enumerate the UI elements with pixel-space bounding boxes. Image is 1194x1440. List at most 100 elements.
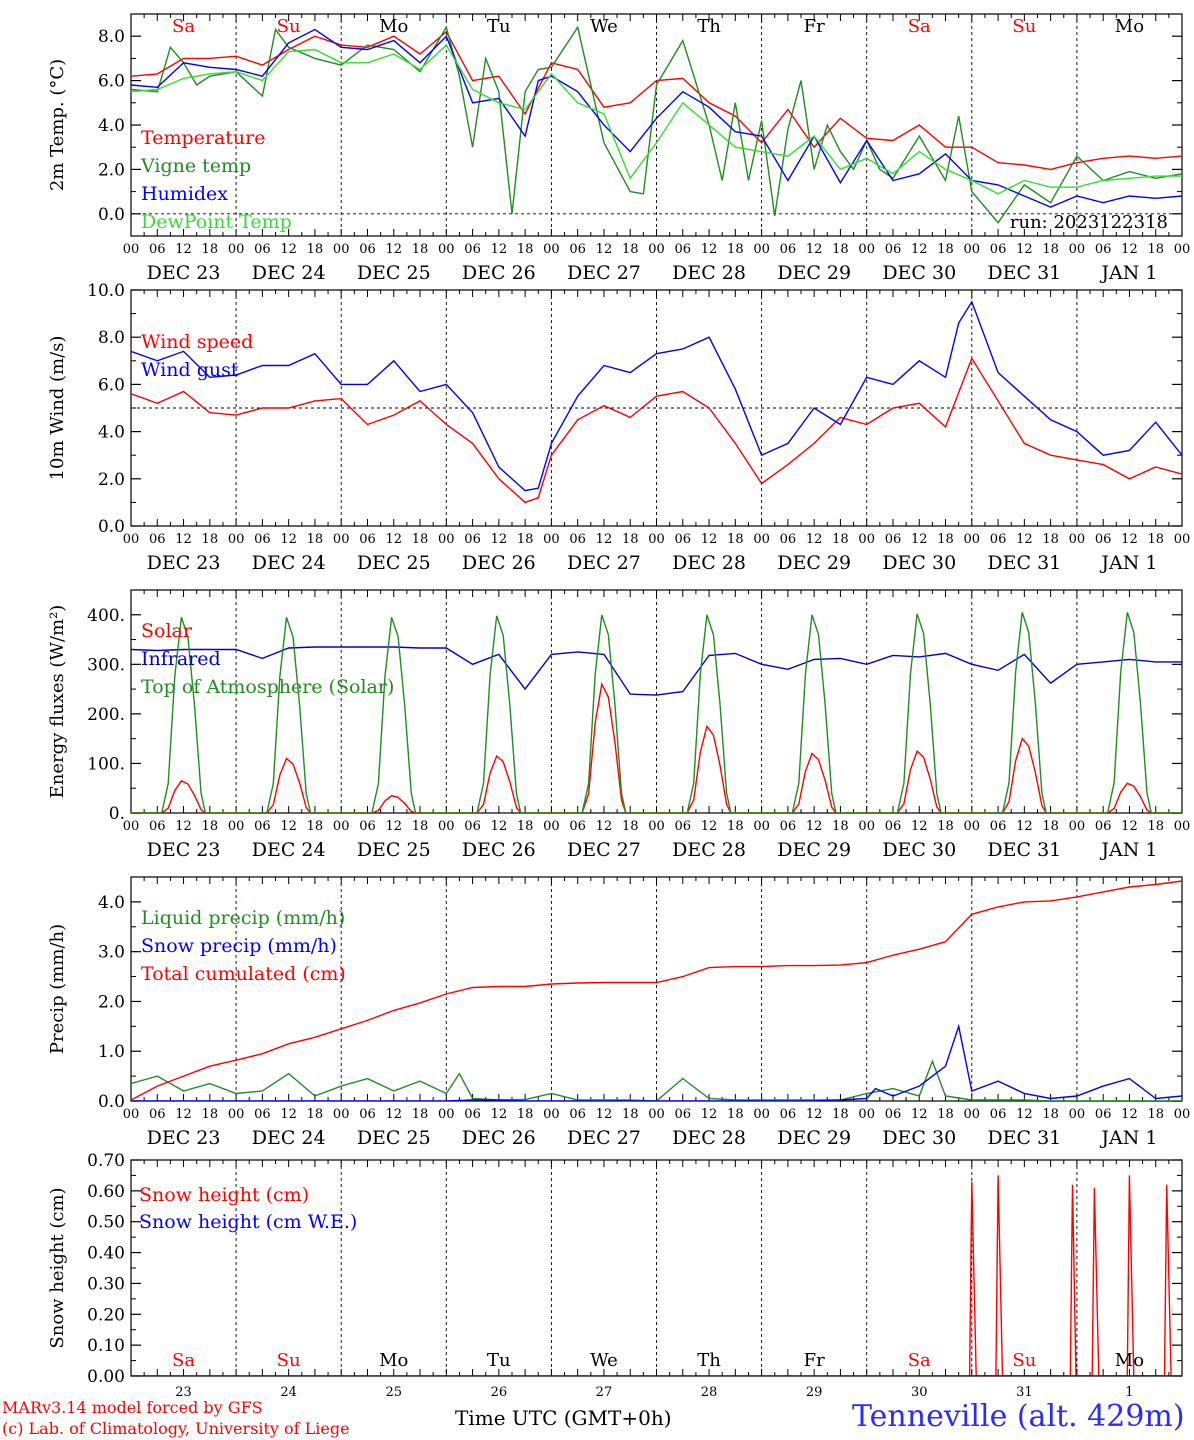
date-label: DEC 25 bbox=[357, 552, 431, 574]
hour-tick-label: 18 bbox=[307, 532, 324, 547]
hour-tick-label: 12 bbox=[491, 532, 508, 547]
date-label: DEC 26 bbox=[462, 1127, 536, 1149]
hour-tick-label: 18 bbox=[937, 819, 954, 834]
hour-tick-label: 12 bbox=[911, 819, 928, 834]
weekday-label: Th bbox=[697, 16, 721, 37]
date-label: DEC 26 bbox=[462, 552, 536, 574]
y-tick-label: 3.0 bbox=[98, 943, 125, 963]
hour-tick-label: 18 bbox=[622, 819, 639, 834]
y-tick-label: 10.0 bbox=[87, 281, 125, 301]
hour-tick-label: 00 bbox=[1174, 819, 1191, 834]
hour-tick-label: 12 bbox=[1016, 1107, 1033, 1122]
hour-tick-label: 00 bbox=[858, 532, 875, 547]
hour-tick-label: 00 bbox=[753, 242, 770, 257]
y-tick-label: 0.20 bbox=[87, 1305, 125, 1325]
hour-tick-label: 00 bbox=[648, 532, 665, 547]
hour-tick-label: 06 bbox=[149, 819, 166, 834]
time-axis-label: Time UTC (GMT+0h) bbox=[455, 1406, 672, 1430]
hour-tick-label: 12 bbox=[280, 532, 297, 547]
hour-tick-label: 18 bbox=[1042, 1107, 1059, 1122]
y-tick-label: 2.0 bbox=[98, 470, 125, 490]
hour-tick-label: 06 bbox=[885, 1107, 902, 1122]
hour-tick-label: 06 bbox=[1095, 532, 1112, 547]
date-label: DEC 29 bbox=[777, 1127, 851, 1149]
hour-tick-label: 00 bbox=[964, 1107, 981, 1122]
hour-tick-label: 06 bbox=[675, 1107, 692, 1122]
hour-tick-label: 12 bbox=[175, 242, 192, 257]
legend-entry: Top of Atmosphere (Solar) bbox=[141, 676, 394, 698]
date-label: DEC 24 bbox=[252, 1127, 326, 1149]
hour-tick-label: 18 bbox=[517, 819, 534, 834]
legend-entry: Temperature bbox=[141, 127, 265, 149]
day-number-label: 29 bbox=[806, 1385, 823, 1400]
day-number-label: 24 bbox=[280, 1385, 297, 1400]
hour-tick-label: 06 bbox=[675, 532, 692, 547]
hour-tick-label: 12 bbox=[701, 819, 718, 834]
hour-tick-label: 06 bbox=[990, 1107, 1007, 1122]
series-line-wind-gust bbox=[131, 300, 1182, 492]
hour-tick-label: 06 bbox=[254, 1107, 271, 1122]
hour-tick-label: 18 bbox=[622, 1107, 639, 1122]
hour-tick-label: 06 bbox=[569, 819, 586, 834]
hour-tick-label: 18 bbox=[937, 242, 954, 257]
panel-3: 0. 100. 200. 300. 400. Energy fluxes (W/m²) So… bbox=[47, 589, 1191, 861]
hour-tick-label: 00 bbox=[1069, 1107, 1086, 1122]
hour-tick-label: 18 bbox=[202, 1107, 219, 1122]
hour-tick-label: 00 bbox=[543, 532, 560, 547]
hour-tick-label: 06 bbox=[885, 532, 902, 547]
hour-tick-label: 00 bbox=[333, 532, 350, 547]
day-number-label: 26 bbox=[491, 1385, 508, 1400]
model-credit-line2: (c) Lab. of Climatology, University of L… bbox=[2, 1419, 350, 1438]
y-tick-label: 4.0 bbox=[98, 893, 125, 913]
hour-tick-label: 12 bbox=[280, 819, 297, 834]
series-line-liquid-precip-mm-h- bbox=[131, 1059, 1182, 1101]
day-number-label: 25 bbox=[385, 1385, 402, 1400]
date-label: DEC 28 bbox=[672, 262, 746, 284]
legend-entry: Total cumulated (cm) bbox=[141, 963, 346, 985]
date-label: DEC 30 bbox=[882, 552, 956, 574]
date-label: JAN 1 bbox=[1099, 262, 1157, 284]
weekday-label: Sa bbox=[172, 1350, 195, 1371]
hour-tick-label: 06 bbox=[885, 242, 902, 257]
date-label: DEC 25 bbox=[357, 262, 431, 284]
hour-tick-label: 18 bbox=[517, 532, 534, 547]
hour-tick-label: 00 bbox=[858, 242, 875, 257]
legend-entry: Wind gust bbox=[141, 359, 239, 381]
hour-tick-label: 00 bbox=[333, 1107, 350, 1122]
hour-tick-label: 18 bbox=[1147, 1107, 1164, 1122]
hour-tick-label: 18 bbox=[517, 242, 534, 257]
y-tick-label: 4.0 bbox=[98, 423, 125, 443]
hour-tick-label: 00 bbox=[648, 1107, 665, 1122]
legend-entry: Solar bbox=[141, 620, 193, 642]
hour-tick-label: 06 bbox=[780, 242, 797, 257]
date-label: DEC 26 bbox=[462, 262, 536, 284]
hour-tick-label: 00 bbox=[123, 819, 140, 834]
hour-tick-label: 06 bbox=[254, 532, 271, 547]
day-number-label: 27 bbox=[596, 1385, 613, 1400]
hour-tick-label: 18 bbox=[412, 1107, 429, 1122]
y-axis-label: Snow height (cm) bbox=[47, 1187, 68, 1348]
hour-tick-label: 18 bbox=[832, 819, 849, 834]
hour-tick-label: 12 bbox=[596, 1107, 613, 1122]
panel-5: 0.00 0.10 0.20 0.30 0.40 0.50 0.60 0.70 Snow hei… bbox=[47, 1151, 1183, 1400]
hour-tick-label: 06 bbox=[359, 242, 376, 257]
hour-tick-label: 18 bbox=[202, 532, 219, 547]
weekday-label: Su bbox=[1012, 1350, 1036, 1371]
hour-tick-label: 00 bbox=[858, 819, 875, 834]
hour-tick-label: 12 bbox=[1121, 1107, 1138, 1122]
model-credit-line1: MARv3.14 model forced by GFS bbox=[2, 1398, 263, 1417]
hour-tick-label: 06 bbox=[990, 242, 1007, 257]
hour-tick-label: 06 bbox=[359, 819, 376, 834]
legend-entry: Snow precip (mm/h) bbox=[141, 935, 337, 957]
hour-tick-label: 06 bbox=[569, 532, 586, 547]
weekday-label: Mo bbox=[379, 16, 408, 37]
weekday-label: Th bbox=[697, 1350, 721, 1371]
weekday-label: Mo bbox=[1115, 16, 1144, 37]
date-label: DEC 24 bbox=[252, 839, 326, 861]
day-number-label: 28 bbox=[701, 1385, 718, 1400]
date-label: DEC 27 bbox=[567, 839, 641, 861]
hour-tick-label: 12 bbox=[806, 532, 823, 547]
y-tick-label: 8.0 bbox=[98, 27, 125, 47]
hour-tick-label: 00 bbox=[964, 819, 981, 834]
